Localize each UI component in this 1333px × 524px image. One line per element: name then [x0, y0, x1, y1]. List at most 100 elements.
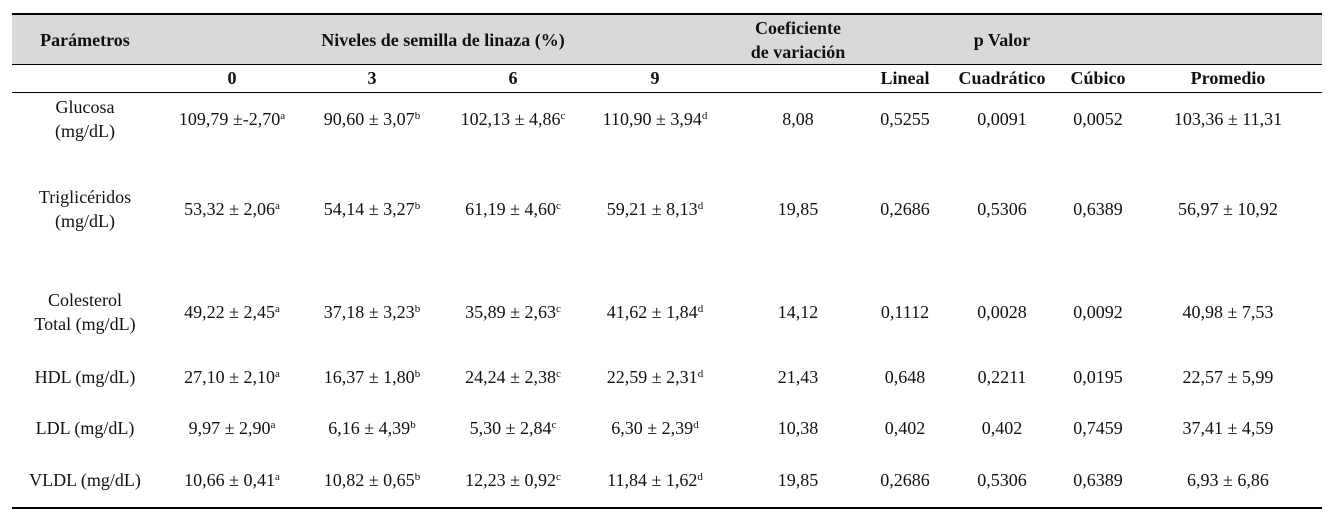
data-cell: 10,82 ± 0,65b: [324, 468, 420, 492]
data-cell: 21,43: [777, 367, 819, 387]
data-cell: 22,57 ± 5,99: [1182, 367, 1274, 387]
data-cell: 10,38: [777, 418, 819, 438]
cell-value: 27,10 ± 2,10: [184, 367, 275, 387]
cell-superscript: c: [556, 368, 561, 380]
cell-superscript: b: [414, 200, 421, 212]
cell-value: 35,89 ± 2,63: [465, 302, 556, 322]
text-line: HDL (mg/dL): [34, 367, 136, 387]
text-line: Glucosa: [55, 97, 115, 117]
cell-superscript: d: [693, 419, 699, 431]
text-line: LDL (mg/dL): [35, 418, 135, 438]
data-cell: 110,90 ± 3,94d: [603, 107, 708, 131]
data-cell: 59,21 ± 8,13d: [607, 197, 703, 221]
cell-value: 16,37 ± 1,80: [323, 367, 415, 387]
header-cell: 0: [227, 68, 237, 88]
rule: [12, 64, 1322, 65]
header-cell: Cuadrático: [958, 68, 1046, 88]
cell-value: 12,23 ± 0,92: [465, 470, 556, 490]
cell-superscript: b: [414, 471, 421, 483]
rule: [12, 13, 1322, 15]
cell-superscript: d: [697, 471, 703, 483]
data-cell: 24,24 ± 2,38c: [465, 365, 561, 389]
data-cell: 5,30 ± 2,84c: [470, 416, 557, 440]
row-label: HDL (mg/dL): [35, 365, 136, 389]
cell-superscript: d: [701, 110, 708, 122]
header-cell: 6: [508, 68, 518, 88]
text-line: (mg/dL): [55, 121, 115, 141]
data-cell: 56,97 ± 10,92: [1178, 199, 1278, 219]
text-line: Coeficiente: [755, 18, 841, 38]
cell-superscript: a: [275, 200, 280, 212]
cell-superscript: a: [270, 419, 276, 431]
row-label: Colesterol Total (mg/dL): [34, 288, 135, 336]
header-cell: p Valor: [973, 30, 1031, 50]
data-cell: 54,14 ± 3,27b: [324, 197, 420, 221]
cell-value: 61,19 ± 4,60: [465, 199, 556, 219]
cell-value: 59,21 ± 8,13: [606, 199, 698, 219]
data-cell: 109,79 ±-2,70a: [179, 107, 285, 131]
cell-superscript: c: [551, 419, 557, 431]
data-cell: 0,0052: [1073, 109, 1123, 129]
data-cell: 19,85: [777, 199, 819, 219]
row-label: VLDL (mg/dL): [29, 468, 141, 492]
header-cell: Lineal: [880, 68, 930, 88]
cell-superscript: a: [275, 471, 280, 483]
data-cell: 0,0091: [977, 109, 1027, 129]
cell-value: 11,84 ± 1,62: [607, 470, 698, 490]
data-cell: 10,66 ± 0,41a: [184, 468, 280, 492]
cell-value: 41,62 ± 1,84: [606, 302, 698, 322]
header-cell: Niveles de semilla de linaza (%): [321, 30, 565, 50]
data-cell: 53,32 ± 2,06a: [184, 197, 280, 221]
header-cell: Cúbico: [1070, 68, 1126, 88]
header-cell: Promedio: [1190, 68, 1266, 88]
data-cell: 6,30 ± 2,39d: [611, 416, 698, 440]
data-cell: 61,19 ± 4,60c: [465, 197, 561, 221]
text-line: de variación: [750, 42, 846, 62]
data-cell: 0,5306: [977, 470, 1027, 490]
cell-value: 109,79 ±-2,70: [178, 109, 281, 129]
cell-value: 110,90 ± 3,94: [602, 109, 702, 129]
data-cell: 90,60 ± 3,07b: [324, 107, 420, 131]
header-cell: Parámetros: [40, 30, 130, 50]
data-cell: 40,98 ± 7,53: [1182, 302, 1274, 322]
cell-value: 90,60 ± 3,07: [323, 109, 415, 129]
cell-superscript: c: [560, 110, 566, 122]
data-cell: 0,5255: [880, 109, 930, 129]
cell-superscript: c: [556, 200, 561, 212]
data-cell: 0,5306: [977, 199, 1027, 219]
data-cell: 0,6389: [1073, 470, 1123, 490]
cell-superscript: d: [697, 303, 704, 315]
row-label: Triglicéridos (mg/dL): [39, 185, 131, 233]
cell-superscript: b: [414, 303, 421, 315]
header-cell: 3: [367, 68, 377, 88]
cell-value: 6,16 ± 4,39: [328, 418, 411, 438]
data-cell: 49,22 ± 2,45a: [184, 300, 280, 324]
cell-value: 102,13 ± 4,86: [460, 109, 561, 129]
data-cell: 19,85: [777, 470, 819, 490]
data-cell: 0,0092: [1073, 302, 1123, 322]
cell-superscript: d: [697, 368, 704, 380]
cell-value: 5,30 ± 2,84: [469, 418, 552, 438]
cell-value: 53,32 ± 2,06: [184, 199, 275, 219]
data-cell: 0,402: [884, 418, 926, 438]
data-cell: 16,37 ± 1,80b: [324, 365, 420, 389]
data-cell: 12,23 ± 0,92c: [465, 468, 561, 492]
data-cell: 8,08: [782, 109, 814, 129]
data-cell: 0,7459: [1073, 418, 1123, 438]
cell-superscript: a: [275, 303, 280, 315]
data-cell: 35,89 ± 2,63c: [465, 300, 561, 324]
data-cell: 37,18 ± 3,23b: [324, 300, 420, 324]
cell-value: 37,18 ± 3,23: [323, 302, 415, 322]
text-line: Colesterol: [48, 290, 122, 310]
cell-value: 22,59 ± 2,31: [606, 367, 698, 387]
data-cell: 102,13 ± 4,86c: [461, 107, 566, 131]
cell-superscript: c: [556, 303, 561, 315]
cell-superscript: b: [410, 419, 416, 431]
rule: [12, 507, 1322, 509]
header-cell: Coeficiente de variación: [751, 16, 846, 64]
cell-value: 6,30 ± 2,39: [611, 418, 694, 438]
text-line: Total (mg/dL): [34, 314, 136, 334]
data-cell: 41,62 ± 1,84d: [607, 300, 703, 324]
cell-superscript: c: [556, 471, 561, 483]
data-cell: 0,0195: [1073, 367, 1123, 387]
